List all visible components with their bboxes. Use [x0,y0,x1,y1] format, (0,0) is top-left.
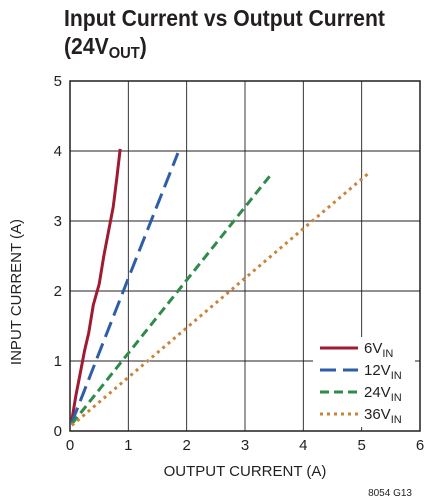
x-tick-labels: 0 1 2 3 4 5 6 [66,437,424,454]
series-line-36v [70,172,369,427]
series-line-12v [70,152,180,424]
y-tick-label: 3 [54,213,62,230]
legend-background [313,337,415,427]
x-tick-label: 0 [66,437,74,454]
x-tick-label: 1 [124,437,132,454]
y-tick-label: 1 [54,353,62,370]
y-axis-label: INPUT CURRENT (A) [8,219,25,365]
series-line-24v [70,173,273,425]
y-tick-label: 5 [54,73,62,90]
y-tick-label: 2 [54,283,62,300]
chart-title: Input Current vs Output Current (24VOUT) [64,4,385,68]
x-tick-label: 3 [241,437,249,454]
series-group [70,148,369,427]
x-tick-label: 2 [182,437,190,454]
x-axis-label: OUTPUT CURRENT (A) [164,463,327,480]
figure-id: 8054 G13 [368,488,412,499]
x-tick-label: 5 [357,437,365,454]
series-line-6v [70,148,122,421]
chart-title-line1: Input Current vs Output Current [64,5,385,31]
chart-title-line2: (24VOUT) [64,33,147,62]
x-tick-label: 4 [299,437,307,454]
y-tick-label: 4 [54,143,62,160]
x-tick-label: 6 [416,437,424,454]
y-tick-labels: 0 1 2 3 4 5 [54,73,62,440]
y-tick-label: 0 [54,423,62,440]
plot-frame [69,80,421,432]
